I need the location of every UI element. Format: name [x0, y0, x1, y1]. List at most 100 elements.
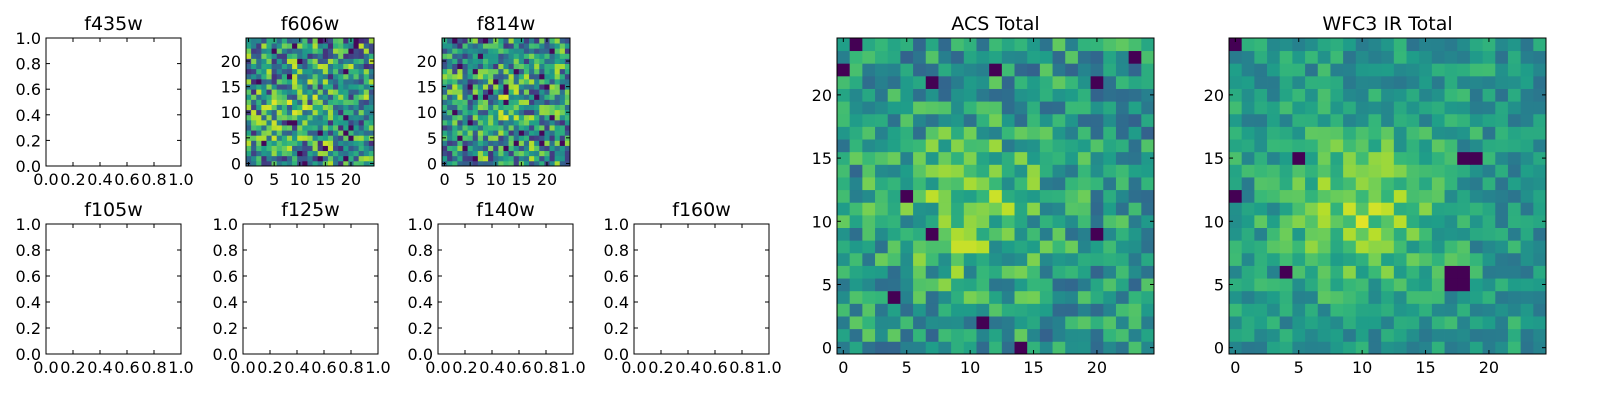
- heatmap-cell: [1330, 202, 1344, 216]
- heatmap-cell: [482, 58, 489, 64]
- heatmap-cell: [862, 202, 876, 216]
- heatmap-cell: [1507, 63, 1522, 77]
- heatmap-cell: [1330, 265, 1344, 279]
- heatmap-cell: [508, 160, 515, 167]
- heatmap-cell: [1090, 252, 1104, 266]
- heatmap-cell: [1495, 227, 1509, 241]
- heatmap-cell: [1052, 265, 1066, 279]
- heatmap-cell: [1305, 63, 1319, 77]
- heatmap-cell: [1507, 38, 1522, 52]
- heatmap-cell: [1406, 290, 1420, 304]
- heatmap-cell: [1141, 290, 1155, 304]
- heatmap-cell: [1406, 278, 1420, 292]
- heatmap-cell: [327, 140, 334, 146]
- heatmap-cell: [327, 160, 334, 167]
- heatmap-cell: [317, 125, 324, 131]
- heatmap-cell: [363, 68, 370, 75]
- heatmap-cell: [251, 155, 257, 162]
- heatmap-cell: [1128, 177, 1142, 191]
- heatmap-cell: [368, 155, 375, 162]
- heatmap-cell: [271, 119, 278, 126]
- heatmap-cell: [549, 48, 556, 54]
- heatmap-cell: [1482, 214, 1496, 228]
- heatmap-cell: [1305, 164, 1319, 178]
- heatmap-cell: [559, 68, 566, 75]
- heatmap-cell: [1039, 63, 1053, 77]
- heatmap-cell: [1343, 113, 1357, 127]
- x-tick-label: 0.6: [114, 358, 139, 377]
- heatmap-cell: [363, 53, 370, 59]
- heatmap-cell: [488, 48, 494, 54]
- heatmap-cell: [1065, 316, 1079, 330]
- heatmap-cell: [281, 78, 288, 85]
- heatmap-cell: [477, 104, 484, 111]
- heatmap-cell: [925, 63, 939, 77]
- heatmap-cell: [498, 140, 504, 146]
- heatmap-cell: [1381, 126, 1395, 140]
- heatmap-cell: [292, 73, 298, 80]
- heatmap-cell: [1343, 63, 1357, 77]
- heatmap-cell: [938, 214, 952, 228]
- heatmap-cell: [271, 135, 278, 141]
- heatmap-cell: [1065, 126, 1079, 140]
- heatmap-cell: [462, 53, 468, 59]
- heatmap-cell: [1533, 189, 1547, 203]
- heatmap-cell: [477, 58, 484, 64]
- heatmap-cell: [1241, 88, 1255, 102]
- heatmap-cell: [343, 145, 349, 152]
- heatmap-cell: [1279, 252, 1293, 266]
- heatmap-cell: [529, 114, 535, 121]
- heatmap-cell: [508, 155, 515, 162]
- heatmap-cell: [452, 73, 458, 80]
- heatmap-cell: [348, 104, 354, 111]
- heatmap-cell: [529, 140, 535, 146]
- heatmap-cell: [447, 150, 453, 157]
- x-tick-label: 0.8: [141, 358, 166, 377]
- heatmap-cell: [353, 140, 360, 146]
- heatmap-cell: [1317, 38, 1331, 52]
- heatmap-cell: [1001, 240, 1015, 254]
- heatmap-cell: [1241, 240, 1255, 254]
- heatmap-cell: [297, 135, 303, 141]
- heatmap-cell: [549, 150, 556, 157]
- heatmap-cell: [317, 150, 324, 157]
- heatmap-cell: [534, 99, 540, 105]
- heatmap-cell: [1343, 341, 1357, 355]
- heatmap-cell: [302, 145, 308, 152]
- heatmap-cell: [963, 290, 977, 304]
- heatmap-cell: [849, 139, 863, 153]
- heatmap-cell: [539, 150, 545, 157]
- heatmap-cell: [913, 177, 927, 191]
- heatmap-cell: [1355, 240, 1369, 254]
- heatmap-cell: [963, 303, 977, 317]
- heatmap-cell: [1317, 240, 1331, 254]
- heatmap-cell: [925, 214, 939, 228]
- heatmap-cell: [493, 99, 499, 105]
- heatmap-cell: [286, 145, 293, 152]
- heatmap-cell: [862, 252, 876, 266]
- heatmap-cell: [457, 43, 463, 49]
- heatmap-cell: [1141, 88, 1155, 102]
- x-tick-label: 20: [1479, 358, 1499, 377]
- heatmap-cell: [1241, 303, 1255, 317]
- heatmap-cell: [348, 78, 354, 85]
- x-tick-label: 20: [537, 170, 557, 189]
- heatmap-cell: [554, 84, 561, 90]
- heatmap-cell: [1128, 88, 1142, 102]
- heatmap-cell: [292, 140, 298, 146]
- heatmap-cell: [482, 99, 489, 105]
- heatmap-cell: [348, 53, 354, 59]
- heatmap-cell: [307, 53, 313, 59]
- heatmap-cell: [1103, 303, 1117, 317]
- heatmap-cell: [281, 68, 288, 75]
- heatmap-cell: [447, 135, 453, 141]
- heatmap-cell: [1520, 151, 1534, 165]
- heatmap-cell: [1014, 290, 1028, 304]
- heatmap-cell: [457, 119, 463, 126]
- heatmap-cell: [1014, 265, 1028, 279]
- heatmap-cell: [1001, 177, 1015, 191]
- heatmap-cell: [913, 88, 927, 102]
- heatmap-cell: [1001, 164, 1015, 178]
- heatmap-cell: [246, 155, 252, 162]
- heatmap-cell: [1241, 75, 1255, 89]
